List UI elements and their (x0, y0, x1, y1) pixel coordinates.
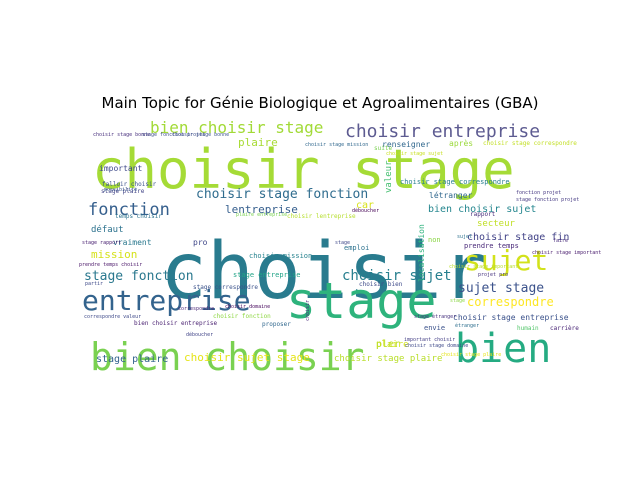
cloud-word: bien choisir sujet (428, 204, 536, 215)
cloud-word: choisir stage mission (305, 142, 368, 148)
cloud-word: rapport (470, 211, 496, 218)
cloud-word: stage entreprise (233, 271, 300, 279)
cloud-word: pro (193, 238, 208, 247)
cloud-word: entreprise (82, 284, 251, 317)
cloud-word: stage (335, 240, 350, 246)
cloud-word: choisir stage plaire (441, 352, 501, 358)
cloud-word: bien choisir entreprise (134, 320, 217, 327)
cloud-word: carrière (550, 325, 579, 332)
cloud-word: choisir lentreprise (287, 213, 356, 220)
cloud-word: car (356, 200, 374, 211)
cloud-word: valeur (384, 160, 394, 193)
cloud-word: choisir (160, 227, 489, 317)
cloud-word: stage plaire (101, 188, 145, 195)
cloud-word: correspondre (467, 295, 554, 309)
cloud-word: faire (553, 238, 568, 244)
cloud-word: non (428, 236, 441, 244)
cloud-word: plaire entreprise (236, 212, 287, 218)
cloud-word: stage (450, 298, 465, 304)
cloud-word: choisir (305, 300, 311, 321)
cloud-word: déboucher (186, 331, 213, 338)
cloud-word: lentreprise (225, 203, 298, 216)
cloud-word: possibilité (104, 186, 137, 193)
cloud-word: stage fonction (84, 269, 194, 284)
cloud-word: localisation (417, 224, 426, 282)
cloud-word: pler (376, 339, 400, 350)
cloud-word: létranger (429, 190, 473, 200)
cloud-word: stage rapport (82, 240, 121, 246)
cloud-word: choisir stage plaire (334, 354, 442, 364)
cloud-word: choisir stage (92, 138, 515, 201)
cloud-word: choisir stage fonction (196, 187, 368, 202)
cloud-word: après (449, 138, 473, 148)
cloud-word: partir (85, 281, 103, 287)
cloud-word: choisir stage fin (467, 232, 569, 243)
cloud-word: sujet (457, 234, 472, 240)
chart-title: Main Topic for Génie Biologique et Agroa… (101, 94, 539, 112)
cloud-word: fonction (88, 200, 170, 220)
cloud-word: choisir stage correspondre (400, 178, 510, 186)
cloud-word: choisir fonction (213, 313, 271, 320)
cloud-word: choisir domaine (225, 304, 270, 310)
cloud-word: stage (286, 272, 437, 330)
cloud-word: défaut (91, 224, 124, 235)
cloud-word: choisir sujet stage (184, 351, 310, 364)
cloud-word: suite (374, 145, 392, 152)
cloud-word: fonction projet (516, 190, 561, 196)
cloud-word: mission (91, 248, 137, 261)
cloud-word: choisir entreprise (345, 121, 540, 142)
cloud-word: renseigner (382, 140, 430, 149)
cloud-word: choisir stage sujet (386, 151, 443, 157)
cloud-word: sujet stage (458, 281, 544, 296)
cloud-word: bien choisir (90, 335, 365, 379)
cloud-word: humain (517, 325, 539, 332)
cloud-word: projet pro (478, 272, 508, 278)
cloud-word: envie (424, 324, 445, 332)
cloud-word: choisir stage bonne (93, 132, 150, 138)
cloud-word: bien (455, 326, 551, 372)
cloud-word: plaire (238, 136, 278, 149)
cloud-word: choisir stage domaine (405, 343, 468, 349)
cloud-word: stage fonction projet (142, 132, 205, 138)
cloud-word: plaire (376, 340, 409, 350)
cloud-word: prendre temps (464, 242, 519, 250)
cloud-word: important choisir (404, 337, 455, 343)
cloud-word: correspondre valeur (84, 314, 141, 320)
cloud-word: stage correspondre (193, 284, 258, 291)
cloud-word: temps choisir (115, 213, 162, 220)
cloud-word: stage plaire (96, 354, 168, 365)
cloud-word: stage fonction projet (516, 197, 579, 203)
cloud-word: correspondre (178, 306, 214, 312)
cloud-word: emploi (344, 244, 369, 252)
cloud-word: déboucher (352, 207, 379, 214)
cloud-word: choisir stage correspondre (483, 140, 577, 147)
cloud-word: prendre temps choisir (79, 262, 142, 268)
cloud-word: vraiment (113, 238, 152, 247)
cloud-word: bien choisir stage (150, 118, 323, 137)
cloud-word: important (99, 164, 143, 173)
cloud-background (80, 118, 572, 367)
cloud-word: choisir stage bonne (172, 132, 229, 138)
cloud-word: choisir stage entreprise (453, 313, 569, 322)
cloud-word: choisir mission (249, 252, 312, 260)
cloud-word: choisir sujet (342, 268, 452, 284)
cloud-word: choisir stage important (532, 250, 601, 256)
cloud-word: falloir choisir (102, 181, 157, 188)
cloud-word: stage étranger (414, 313, 456, 320)
cloud-word: choisir stage important (449, 264, 518, 270)
cloud-word: secteur (477, 219, 516, 229)
cloud-word: sujet (464, 244, 548, 277)
cloud-word: étranger (455, 322, 479, 329)
cloud-word: proposer (262, 321, 291, 328)
cloud-word: choisir bien (359, 281, 403, 288)
